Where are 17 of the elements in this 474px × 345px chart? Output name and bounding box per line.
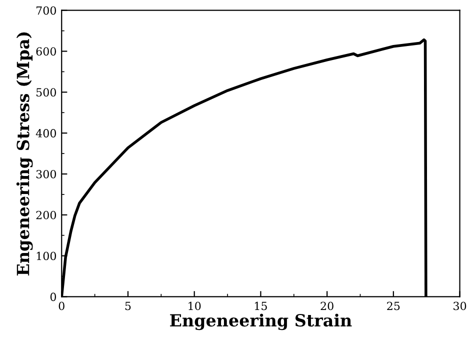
x-tick-label: 30 [454, 302, 466, 310]
y-axis-title: Engeneering Stress (Mpa) [16, 32, 33, 276]
y-tick-label: 200 [36, 210, 56, 220]
x-tick-label: 5 [125, 302, 131, 310]
y-tick-label: 0 [50, 292, 56, 302]
x-tick-label: 25 [387, 302, 400, 310]
y-tick-label: 600 [36, 47, 56, 56]
x-axis-title: Engeneering Strain [170, 314, 352, 330]
x-tick-label: 15 [254, 302, 267, 310]
y-tick-label: 300 [36, 170, 56, 178]
y-tick-label: 100 [36, 252, 56, 260]
x-tick-label: 0 [58, 302, 64, 310]
y-tick-label: 400 [36, 129, 56, 138]
y-tick-label: 700 [36, 6, 56, 15]
x-tick-label: 20 [320, 302, 334, 310]
y-tick-label: 500 [36, 88, 56, 97]
x-tick-label: 10 [188, 302, 201, 310]
